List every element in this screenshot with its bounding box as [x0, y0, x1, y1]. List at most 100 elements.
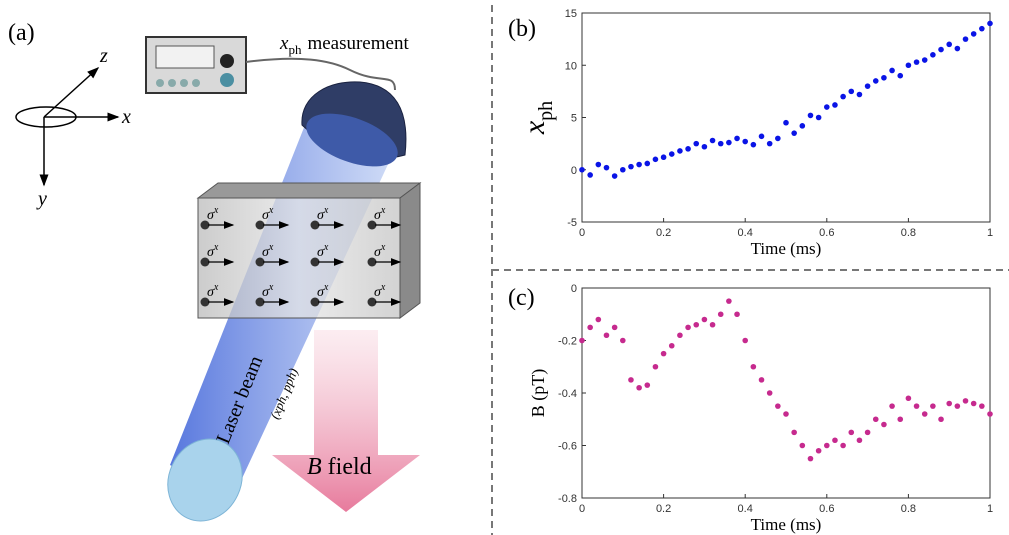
point — [636, 162, 642, 168]
point — [718, 141, 724, 147]
point — [751, 364, 757, 370]
point — [938, 47, 944, 53]
point — [963, 398, 969, 404]
point — [816, 115, 822, 121]
point — [620, 167, 626, 173]
y-axis-label: xph — [518, 101, 557, 135]
axis-label: x — [121, 106, 131, 128]
point — [979, 403, 985, 409]
point — [587, 172, 593, 178]
point — [963, 36, 969, 42]
cell — [198, 183, 420, 318]
point — [808, 456, 814, 462]
point — [644, 382, 650, 388]
x-axis-label: Time (ms) — [751, 239, 822, 258]
panel-label: (b) — [508, 16, 536, 42]
point — [897, 416, 903, 422]
point — [604, 332, 610, 338]
sigma-sup: x — [380, 242, 386, 253]
x-tick-label: 0.4 — [738, 503, 753, 515]
plot-frame — [582, 288, 990, 498]
point — [791, 430, 797, 436]
point — [669, 151, 675, 157]
point — [873, 416, 879, 422]
point — [979, 26, 985, 32]
point — [881, 75, 887, 81]
x-tick-label: 1 — [987, 503, 993, 515]
point — [783, 120, 789, 126]
coord-axes — [16, 68, 118, 185]
point — [702, 317, 708, 323]
point — [702, 144, 708, 150]
y-tick-label: -0.8 — [558, 493, 577, 505]
y-tick-label: 15 — [565, 8, 577, 20]
point — [734, 311, 740, 317]
point — [661, 154, 667, 160]
point — [661, 351, 667, 357]
point — [710, 322, 716, 328]
sigma-sup: x — [323, 282, 329, 293]
point — [857, 92, 863, 98]
sigma-sup: x — [380, 205, 386, 216]
figure: (a) (b) (c) z x y xphmeasurement σxσxσxσ… — [0, 0, 1009, 535]
sigma-sup: x — [380, 282, 386, 293]
point — [669, 343, 675, 349]
y-tick-label: -0.6 — [558, 441, 577, 453]
plot-frame — [582, 13, 990, 222]
y-axis-label: B (pT) — [528, 369, 549, 418]
x-tick-label: 0.6 — [819, 503, 834, 515]
point — [857, 437, 863, 443]
point — [955, 403, 961, 409]
panel-label: (c) — [508, 285, 535, 311]
point — [693, 322, 699, 328]
y-tick-label: -0.2 — [558, 336, 577, 348]
point — [726, 140, 732, 146]
point — [824, 443, 830, 449]
axis-label: z — [99, 45, 108, 67]
point — [873, 78, 879, 84]
point — [685, 325, 691, 331]
sigma-sup: x — [268, 242, 274, 253]
point — [726, 298, 732, 304]
point — [693, 141, 699, 147]
point — [946, 401, 952, 407]
sigma-sup: x — [323, 242, 329, 253]
point — [987, 21, 993, 27]
point — [653, 157, 659, 163]
point — [742, 139, 748, 145]
point — [897, 73, 903, 79]
point — [930, 403, 936, 409]
point — [612, 173, 618, 179]
x-tick-label: 0.4 — [738, 227, 753, 239]
y-tick-label: 0 — [571, 283, 577, 295]
point — [938, 416, 944, 422]
x-tick-label: 0.2 — [656, 227, 671, 239]
point — [677, 332, 683, 338]
point — [914, 59, 920, 65]
instrument — [146, 37, 246, 93]
axis-label: y — [36, 188, 47, 210]
y-label-sub: ph — [535, 101, 557, 121]
point — [881, 422, 887, 428]
point — [718, 311, 724, 317]
panel-label: (a) — [8, 20, 35, 46]
point — [775, 403, 781, 409]
point — [636, 385, 642, 391]
field-label: B field — [307, 454, 372, 480]
point — [832, 102, 838, 108]
point — [579, 338, 585, 344]
point — [840, 94, 846, 100]
point — [971, 401, 977, 407]
point — [628, 377, 634, 383]
point — [587, 325, 593, 331]
point — [889, 68, 895, 74]
point — [767, 141, 773, 147]
point — [775, 136, 781, 142]
point — [922, 57, 928, 63]
sigma-sup: x — [268, 205, 274, 216]
point — [612, 325, 618, 331]
point — [930, 52, 936, 58]
sigma-sup: x — [323, 205, 329, 216]
point — [987, 411, 993, 417]
